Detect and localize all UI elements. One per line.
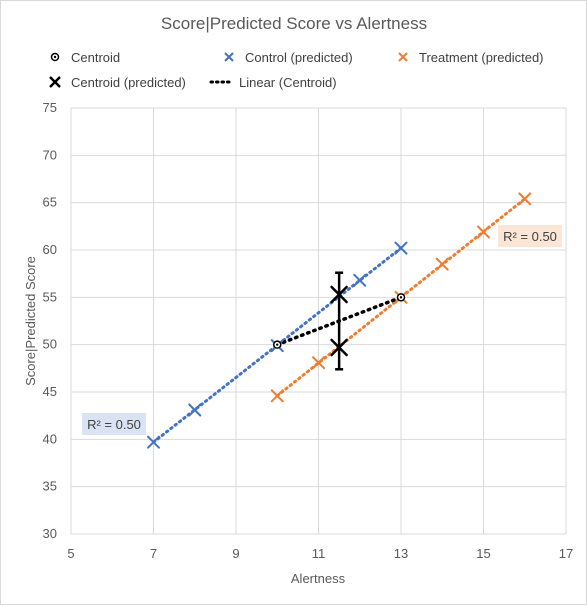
control-point xyxy=(394,241,408,255)
y-tick-label: 30 xyxy=(43,526,57,541)
legend-label: Treatment (predicted) xyxy=(419,50,544,65)
r2-control: R² = 0.50 xyxy=(82,413,146,435)
plot-area: R² = 0.50 R² = 0.50 xyxy=(82,192,562,449)
r2-control-bg xyxy=(82,413,146,435)
treatment-point xyxy=(477,225,490,239)
legend-label: Linear (Centroid) xyxy=(239,75,337,90)
x-axis-title: Alertness xyxy=(291,571,346,586)
x-tick-label: 17 xyxy=(559,546,573,561)
control-point-stroke xyxy=(188,403,202,417)
control-point-stroke xyxy=(394,241,408,255)
x-tick-label: 9 xyxy=(232,546,239,561)
x-tick-label: 15 xyxy=(476,546,490,561)
centroid-point-dot xyxy=(399,296,403,299)
legend-marker-x-large xyxy=(49,76,61,88)
treatment-point-stroke xyxy=(435,257,449,271)
y-tick-label: 35 xyxy=(43,479,57,494)
x-tick-label: 5 xyxy=(67,546,74,561)
legend-item: Linear (Centroid) xyxy=(209,75,337,90)
control-point xyxy=(188,403,202,417)
y-tick-label: 75 xyxy=(43,100,57,115)
centroid-predicted-point-stroke xyxy=(330,338,348,357)
y-tick-label: 45 xyxy=(43,384,57,399)
control-point-stroke xyxy=(353,273,367,287)
y-tick-label: 50 xyxy=(43,337,57,352)
treatment-point xyxy=(435,257,449,271)
gridlines xyxy=(70,107,567,535)
treatment-point-stroke xyxy=(312,356,325,370)
r2-treatment-bg xyxy=(498,225,562,247)
x-tick-label: 7 xyxy=(150,546,157,561)
r2-treatment: R² = 0.50 xyxy=(498,225,562,247)
control-point xyxy=(147,435,160,449)
chart-title: Score|Predicted Score vs Alertness xyxy=(161,14,427,33)
y-tick-label: 55 xyxy=(43,289,57,304)
legend-marker-centroid-dot xyxy=(53,55,57,59)
y-tick-label: 70 xyxy=(43,147,57,162)
control-point xyxy=(353,273,367,287)
centroid-predicted-point xyxy=(330,285,348,304)
treatment-point xyxy=(312,356,325,370)
treatment-point-stroke xyxy=(477,225,490,239)
legend-marker-x xyxy=(398,52,408,62)
r2-control-text: R² = 0.50 xyxy=(87,417,141,432)
control-point-stroke xyxy=(147,435,160,449)
treatment-point xyxy=(518,192,532,206)
legend: Centroid Control (predicted) Treatment (pr… xyxy=(49,50,544,90)
legend-label: Centroid xyxy=(71,50,120,65)
legend-marker-x xyxy=(224,52,234,62)
treatment-point-stroke xyxy=(518,192,532,206)
legend-label: Centroid (predicted) xyxy=(71,75,186,90)
axes: 30 35 40 45 50 55 60 65 70 75 5 7 9 11 13 15 17 xyxy=(43,100,574,561)
y-tick-label: 60 xyxy=(43,242,57,257)
x-tick-label: 13 xyxy=(394,546,408,561)
treatment-point xyxy=(270,389,284,403)
centroid-predicted-point xyxy=(330,338,348,357)
legend-label: Control (predicted) xyxy=(245,50,353,65)
legend-item: Centroid (predicted) xyxy=(49,75,186,90)
y-tick-label: 40 xyxy=(43,431,57,446)
r2-treatment-text: R² = 0.50 xyxy=(503,229,557,244)
x-tick-label: 11 xyxy=(312,546,326,561)
legend-item: Treatment (predicted) xyxy=(398,50,544,65)
y-axis-title: Score|Predicted Score xyxy=(23,256,38,386)
centroid-point-dot xyxy=(276,343,279,346)
legend-item: Control (predicted) xyxy=(224,50,353,65)
treatment-point-stroke xyxy=(270,389,284,403)
legend-item: Centroid xyxy=(50,50,120,65)
centroid-predicted-point-stroke xyxy=(330,285,348,304)
y-tick-label: 65 xyxy=(43,195,57,210)
